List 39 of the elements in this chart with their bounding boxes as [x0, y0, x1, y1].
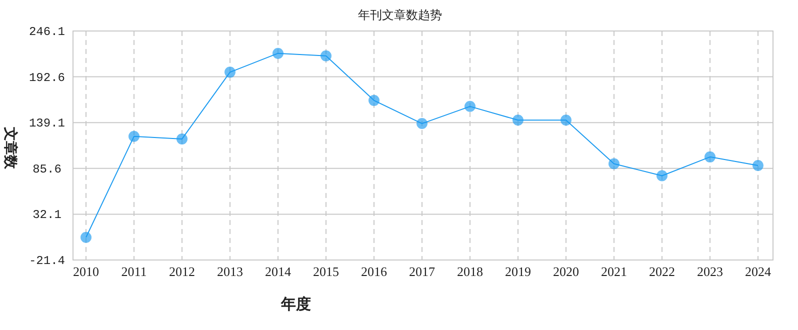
x-tick-label: 2022 [649, 264, 675, 279]
x-tick-label: 2011 [121, 264, 147, 279]
x-tick-label: 2016 [361, 264, 388, 279]
x-tick-label: 2019 [505, 264, 531, 279]
point [512, 114, 524, 126]
x-tick-label: 2020 [553, 264, 579, 279]
x-axis-title: 年度 [280, 295, 311, 313]
point [464, 100, 476, 112]
x-tick-label: 2012 [169, 264, 195, 279]
point [560, 114, 572, 126]
x-tick-label: 2014 [265, 264, 292, 279]
x-tick-label: 2013 [217, 264, 243, 279]
y-tick-label: 85.6 [32, 162, 62, 176]
y-axis-title: 文章数 [2, 126, 19, 170]
point [704, 151, 716, 162]
x-tick-label: 2018 [457, 264, 483, 279]
point [656, 170, 668, 182]
point [752, 160, 764, 171]
x-tick-label: 2010 [73, 264, 99, 279]
point [320, 50, 332, 62]
y-tick-label: 192.6 [28, 70, 66, 85]
x-tick-label: 2017 [409, 264, 436, 279]
x-tick-label: 2024 [745, 264, 772, 279]
point [368, 94, 380, 106]
chart-title: 年刊文章数趋势 [358, 8, 442, 22]
point [416, 118, 428, 130]
point [80, 232, 92, 243]
point [224, 66, 236, 78]
y-tick-label: 246.1 [28, 25, 66, 39]
point [608, 158, 620, 170]
y-tick-label: 32.1 [32, 208, 62, 222]
point [176, 133, 188, 144]
x-tick-label: 2021 [601, 264, 627, 279]
y-tick-label: 139.1 [28, 116, 66, 131]
y-tick-label: -21.4 [28, 254, 66, 268]
point [272, 48, 284, 59]
x-tick-label: 2015 [313, 264, 339, 279]
point [128, 130, 140, 142]
x-tick-label: 2023 [697, 264, 723, 279]
